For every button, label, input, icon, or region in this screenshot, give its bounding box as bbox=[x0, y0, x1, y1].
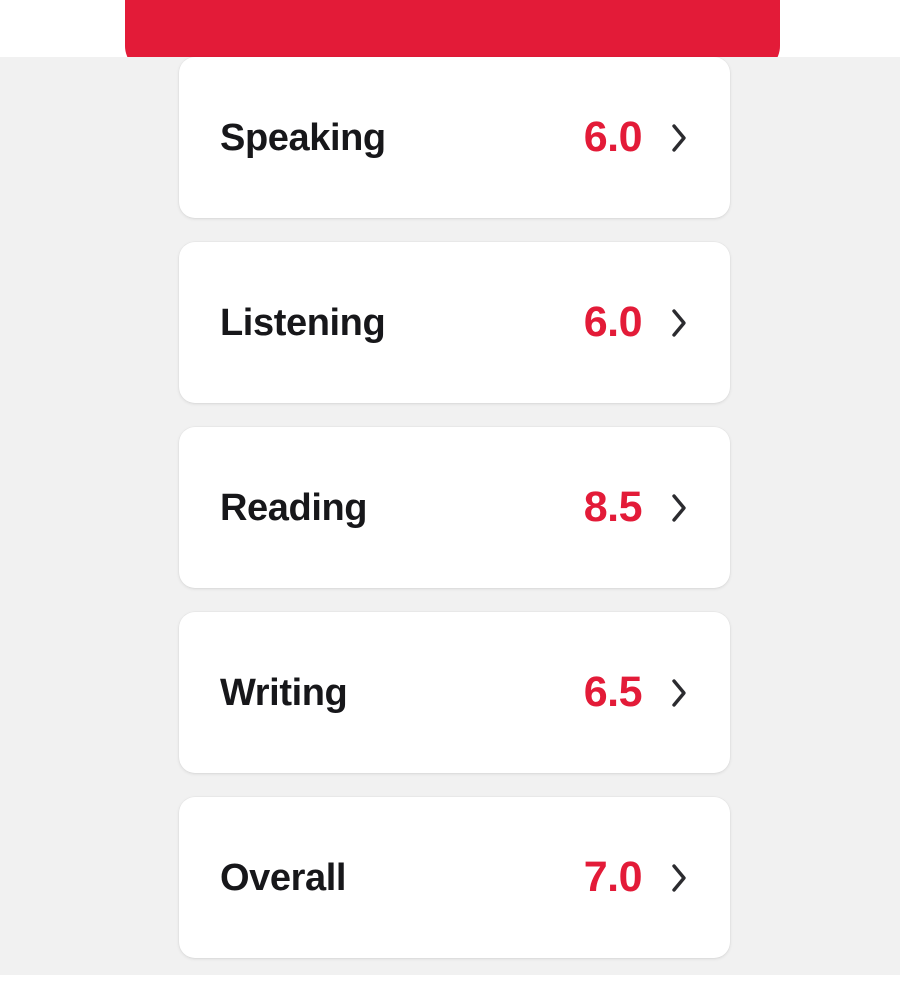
chevron-right-icon[interactable] bbox=[662, 306, 696, 340]
score-card-overall[interactable]: Overall 7.0 bbox=[179, 797, 730, 958]
skill-label: Reading bbox=[220, 486, 368, 529]
score-value: 6.0 bbox=[583, 298, 643, 346]
chevron-right-icon[interactable] bbox=[662, 861, 696, 895]
score-card-listening[interactable]: Listening 6.0 bbox=[179, 242, 730, 403]
chevron-right-icon[interactable] bbox=[662, 121, 696, 155]
skill-label: Overall bbox=[220, 856, 347, 899]
score-value: 8.5 bbox=[583, 483, 643, 531]
score-card-writing[interactable]: Writing 6.5 bbox=[179, 612, 730, 773]
score-card-speaking[interactable]: Speaking 6.0 bbox=[179, 57, 730, 218]
skill-label: Writing bbox=[220, 671, 348, 714]
score-card-reading[interactable]: Reading 8.5 bbox=[179, 427, 730, 588]
score-value: 7.0 bbox=[583, 853, 643, 901]
score-value: 6.0 bbox=[583, 113, 643, 161]
chevron-right-icon[interactable] bbox=[662, 491, 696, 525]
score-card-list: Speaking 6.0 Listening 6.0 Reading 8.5 bbox=[179, 57, 730, 958]
score-value: 6.5 bbox=[583, 668, 643, 716]
chevron-right-icon[interactable] bbox=[662, 676, 696, 710]
skill-label: Listening bbox=[220, 301, 386, 344]
skill-label: Speaking bbox=[220, 116, 386, 159]
